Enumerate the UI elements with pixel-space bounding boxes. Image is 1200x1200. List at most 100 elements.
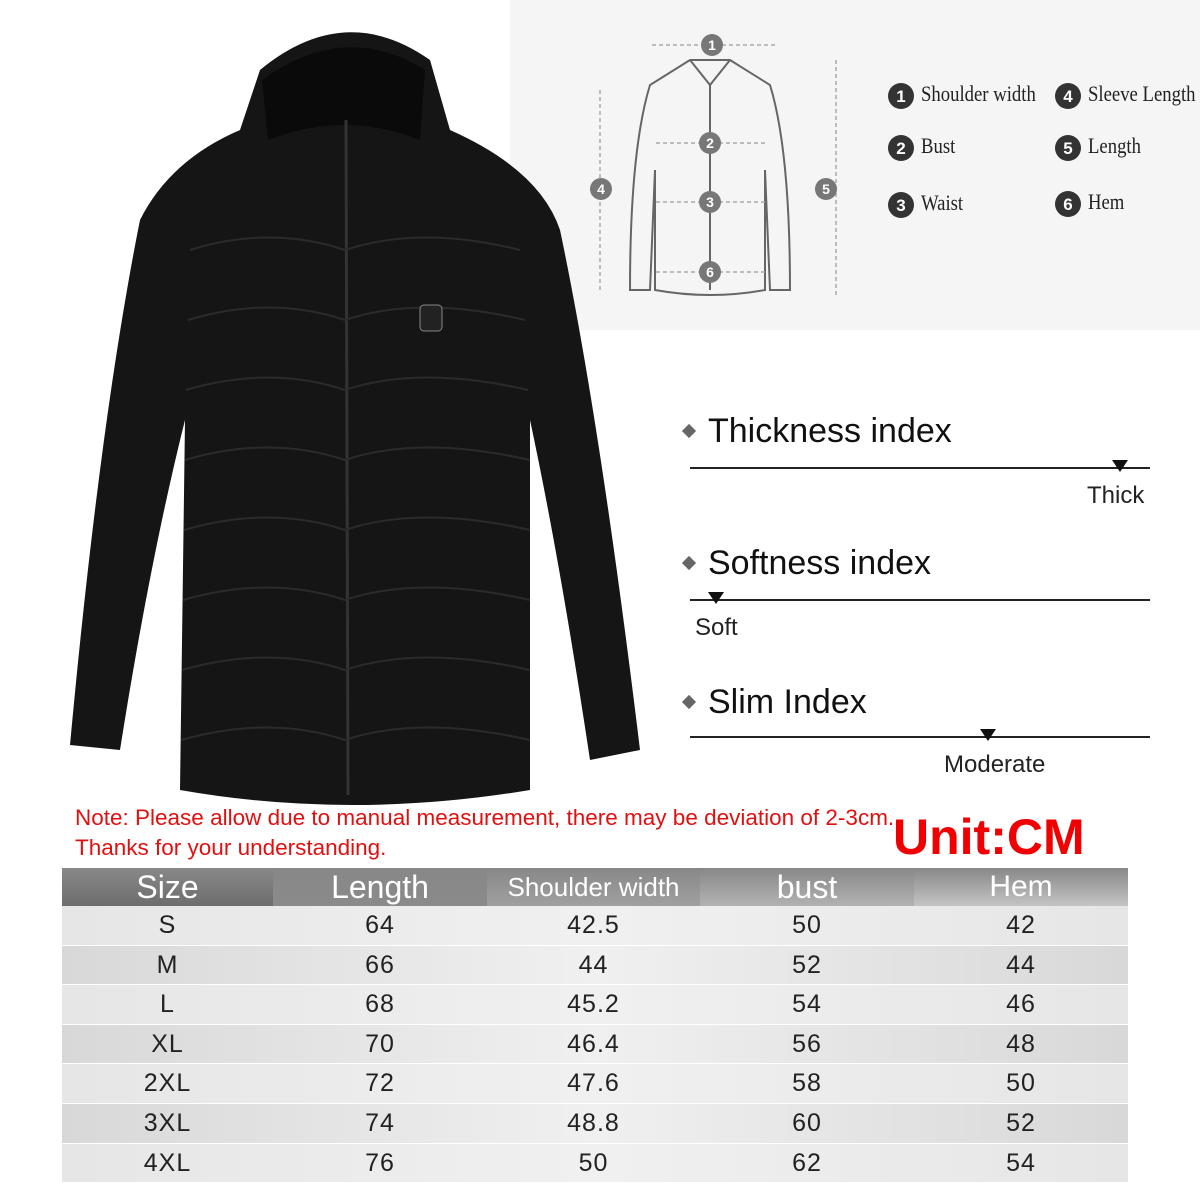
table-cell: 46 [1006, 990, 1036, 1019]
table-row-bg [62, 1064, 1128, 1103]
index-level: Moderate [944, 751, 1046, 778]
diagram-number: 1 [708, 37, 716, 53]
table-cell: 44 [1006, 950, 1036, 979]
jacket-image [70, 32, 640, 806]
diagram-background [510, 0, 1200, 330]
table-cell: 3XL [143, 1109, 192, 1137]
table-header-cell: Size [136, 869, 199, 905]
illustrations: 1 1 2 2 3 3 4 4 5 5 6 6 [70, 0, 1200, 806]
table-row-bg [62, 945, 1128, 985]
legend-badge [888, 83, 914, 109]
diagram-badge [590, 178, 612, 200]
table-cell: 42 [1006, 911, 1036, 939]
legend-badge [1055, 135, 1081, 161]
legend-badge [1055, 191, 1081, 217]
table-row-bg [62, 1104, 1128, 1143]
table-row-bg [62, 1143, 1128, 1183]
legend-number: 6 [1063, 195, 1072, 214]
index-marker [980, 729, 996, 741]
legend-label: Shoulder width [921, 81, 1036, 106]
diagram-badge [699, 132, 721, 154]
diagram-number: 5 [822, 181, 830, 197]
table-cell: 50 [792, 911, 822, 939]
table-cell: 66 [365, 950, 395, 979]
index-bullet [681, 423, 697, 439]
table-cell: XL [151, 1029, 184, 1058]
index-marker [1112, 460, 1128, 472]
table-cell: 70 [365, 1029, 395, 1058]
legend-number: 1 [896, 87, 905, 106]
diagram-badge [699, 261, 721, 283]
table-row-bg [62, 1024, 1128, 1064]
table-cell: 68 [365, 990, 395, 1019]
index-marker [708, 592, 724, 604]
table-cell: 48 [1006, 1029, 1036, 1058]
table-cell: 2XL [143, 1069, 192, 1098]
diagram-number: 6 [706, 264, 714, 280]
index-bullet [681, 694, 697, 710]
table-cell: 50 [1006, 1069, 1036, 1098]
index-title: Slim Index [708, 683, 867, 721]
table-header-bg [700, 868, 914, 906]
legend-label: Length [1088, 133, 1141, 158]
table-cell: 50 [578, 1148, 609, 1177]
index-level: Thick [1087, 482, 1145, 509]
index-level: Soft [695, 614, 738, 641]
table-header-cell: Hem [989, 870, 1053, 903]
table-cell: 48.8 [567, 1109, 620, 1137]
table-header-bg [273, 868, 487, 906]
diagram-number: 4 [597, 181, 605, 197]
note: Note: Please allow due to manual measure… [75, 805, 895, 860]
table-row-bg [62, 985, 1128, 1024]
legend-number: 4 [1063, 87, 1073, 106]
table-row-bg [62, 906, 1128, 945]
table-header-bg [914, 868, 1128, 906]
diagram-number: 2 [706, 135, 714, 151]
table-cell: 44 [578, 950, 609, 979]
table-cell: 47.6 [567, 1069, 620, 1098]
table-header-bg [487, 868, 700, 906]
table-cell: 72 [365, 1069, 395, 1098]
legend-number: 5 [1063, 139, 1072, 158]
table-cell: 60 [792, 1109, 822, 1137]
index-title: Softness index [708, 544, 932, 582]
legend-label: Hem [1088, 189, 1125, 214]
legend-badge [888, 135, 914, 161]
legend-number: 2 [896, 139, 905, 158]
unit: Unit:CM [893, 809, 1085, 865]
table-cell: 46.4 [567, 1029, 620, 1058]
table-cell: 52 [1006, 1109, 1036, 1137]
diagram-badge [699, 191, 721, 213]
table-cell: 64 [365, 911, 395, 939]
table-header-cell: Length [331, 869, 429, 905]
legend-badge [1055, 83, 1081, 109]
legend-number: 3 [896, 196, 905, 215]
table-cell: 42.5 [567, 911, 620, 939]
legend-badge [888, 192, 914, 218]
table-cell: 58 [792, 1069, 822, 1098]
table-cell: 62 [792, 1148, 822, 1177]
legend-label: Waist [921, 190, 964, 215]
table-cell: 52 [792, 950, 822, 979]
table-header-cell: Shoulder width [507, 872, 680, 902]
legend-label: Bust [921, 133, 956, 158]
index-title: Thickness index [708, 412, 952, 450]
table-cell: L [160, 990, 175, 1019]
table-cell: 54 [1006, 1148, 1036, 1177]
table-cell: 4XL [143, 1148, 192, 1177]
table-cell: M [156, 950, 179, 979]
table-cell: 54 [792, 990, 822, 1019]
table-header-bg [62, 868, 273, 906]
diagram-badge [815, 178, 837, 200]
table-cell: S [158, 911, 177, 939]
legend-label: Sleeve Length [1088, 81, 1196, 106]
index-bullet [681, 555, 697, 571]
table-header-cell: bust [776, 869, 838, 905]
diagram-badge [701, 34, 723, 56]
table-cell: 76 [365, 1148, 395, 1177]
table-cell: 56 [792, 1029, 822, 1058]
diagram-number: 3 [706, 194, 714, 210]
table-cell: 45.2 [567, 990, 620, 1019]
table-cell: 74 [365, 1109, 395, 1137]
